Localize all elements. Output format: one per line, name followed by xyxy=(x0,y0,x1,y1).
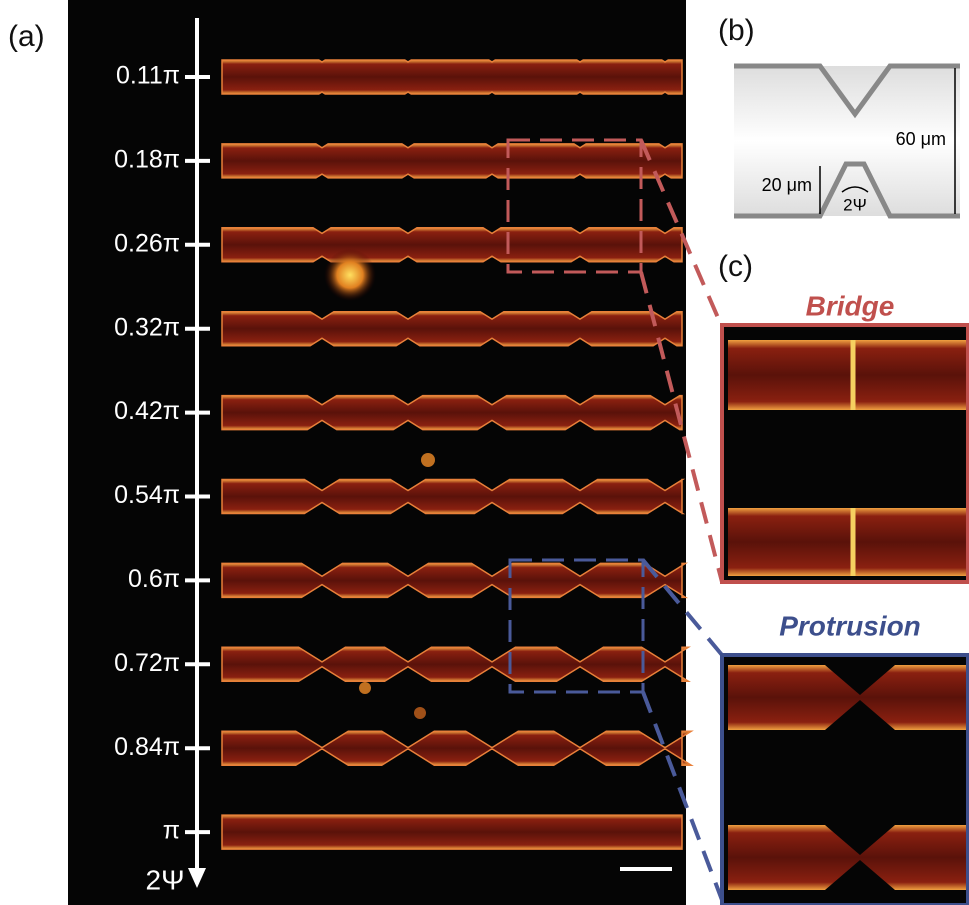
tick-label: 0.84π xyxy=(114,733,180,761)
spot xyxy=(414,707,426,719)
channel xyxy=(221,646,691,683)
panel-b-bg xyxy=(734,66,960,216)
channel xyxy=(221,227,683,263)
channel-wall xyxy=(734,63,960,119)
tick-label: 0.32π xyxy=(114,313,180,341)
panel-label: (a) xyxy=(8,20,45,53)
tick-label: π xyxy=(163,817,180,845)
zoom-title: Protrusion xyxy=(779,610,921,641)
zoom-box-protrusion xyxy=(508,558,645,694)
channel xyxy=(221,310,683,347)
channel xyxy=(221,394,683,431)
channel xyxy=(221,478,686,515)
channel xyxy=(221,59,683,95)
channel xyxy=(221,814,683,850)
angle-label: 2Ψ xyxy=(843,195,867,214)
tick-label: 0.18π xyxy=(114,146,180,174)
panel-label: (c) xyxy=(718,250,753,283)
panel-a-background xyxy=(68,0,686,905)
arrow-head xyxy=(188,868,206,888)
tick-label: 0.6π xyxy=(128,565,180,593)
spot xyxy=(359,682,371,694)
spot xyxy=(421,453,435,467)
channel-wall xyxy=(734,161,960,219)
dim-label: 60 μm xyxy=(896,129,946,149)
zoom-bridge xyxy=(720,323,969,584)
zoom-line xyxy=(641,691,724,901)
tick-label: 0.26π xyxy=(114,229,180,257)
zoom-title: Bridge xyxy=(806,290,895,321)
channel xyxy=(221,730,694,766)
zoom-protrusion xyxy=(720,653,969,905)
dim-label: 20 μm xyxy=(762,175,812,195)
tick-label: 0.42π xyxy=(114,397,180,425)
zoom-line xyxy=(641,558,724,657)
tick-label: 0.54π xyxy=(114,481,180,509)
bright-spot xyxy=(324,249,376,301)
angle-arc xyxy=(841,186,869,193)
channel xyxy=(221,143,683,179)
zoom-box-bridge xyxy=(506,138,643,274)
axis-label: 2Ψ xyxy=(146,864,185,895)
zoom-line xyxy=(639,271,724,583)
panel-label: (b) xyxy=(718,14,755,47)
channel xyxy=(221,562,689,599)
tick-label: 0.11π xyxy=(116,62,180,90)
tick-label: 0.72π xyxy=(114,649,180,677)
